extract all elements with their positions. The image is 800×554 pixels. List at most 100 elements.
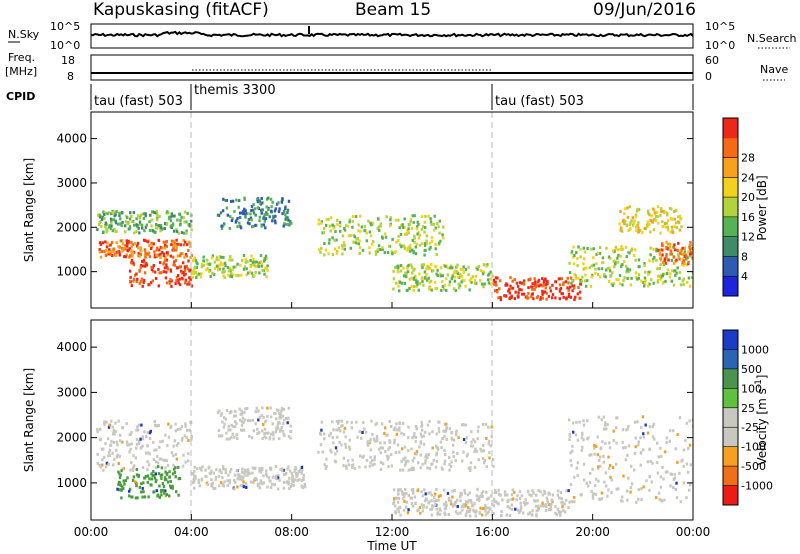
- beam-title: Beam 15: [355, 0, 432, 20]
- power-echo-cell: [240, 273, 243, 277]
- power-echo-cell: [682, 283, 685, 287]
- power-echo-cell: [244, 209, 247, 213]
- power-echo-cell: [520, 281, 524, 285]
- power-echo-cell: [629, 283, 632, 287]
- velocity-echo-cell: [242, 485, 245, 489]
- power-echo-cell: [166, 267, 169, 271]
- velocity-echo-cell: [578, 420, 581, 424]
- power-echo-cell: [503, 294, 506, 298]
- power-echo-cell: [532, 297, 535, 301]
- power-echo-cell: [630, 219, 633, 223]
- velocity-echo-cell: [196, 467, 199, 471]
- velocity-echo-cell: [447, 513, 450, 516]
- velocity-echo-cell: [384, 450, 387, 453]
- velocity-echo-cell: [415, 450, 419, 454]
- power-echo-cell: [120, 224, 123, 228]
- velocity-echo-cell: [403, 494, 406, 498]
- power-echo-cell: [629, 227, 632, 231]
- velocity-echo-cell: [554, 505, 557, 509]
- power-echo-cell: [272, 216, 275, 220]
- velocity-echo-cell: [244, 470, 247, 474]
- velocity-echo-cell: [435, 459, 439, 463]
- power-echo-cell: [229, 274, 232, 278]
- velocity-echo-cell: [123, 482, 126, 486]
- velocity-echo-cell: [439, 440, 443, 444]
- velocity-echo-cell: [238, 407, 241, 411]
- velocity-echo-cell: [396, 507, 399, 511]
- power-echo-cell: [527, 286, 530, 290]
- power-echo-cell: [275, 202, 279, 206]
- power-echo-cell: [353, 235, 356, 239]
- velocity-echo-cell: [289, 436, 292, 440]
- velocity-echo-cell: [478, 510, 481, 514]
- velocity-echo-cell: [682, 481, 685, 485]
- power-echo-cell: [541, 296, 544, 300]
- power-echo-cell: [659, 248, 662, 252]
- power-echo-cell: [656, 274, 660, 278]
- velocity-echo-cell: [679, 500, 682, 504]
- power-echo-cell: [438, 241, 441, 245]
- velocity-echo-cell: [283, 418, 286, 422]
- power-echo-cell: [430, 262, 433, 266]
- velocity-echo-cell: [134, 456, 137, 460]
- power-echo-cell: [663, 211, 666, 215]
- power-echo-cell: [265, 211, 268, 215]
- power-echo-cell: [545, 291, 548, 295]
- velocity-echo-cell: [598, 459, 601, 462]
- power-echo-cell: [130, 240, 133, 244]
- velocity-echo-cell: [487, 510, 491, 514]
- power-echo-cell: [423, 253, 426, 257]
- velocity-echo-cell: [570, 463, 573, 467]
- power-echo-cell: [379, 224, 382, 228]
- velocity-echo-cell: [398, 426, 401, 430]
- power-echo-cell: [664, 280, 667, 283]
- velocity-echo-cell: [423, 499, 427, 503]
- power-echo-cell: [675, 271, 678, 275]
- velocity-echo-cell: [331, 420, 334, 424]
- power-echo-cell: [252, 211, 256, 215]
- velocity-echo-cell: [461, 508, 464, 512]
- velocity-echo-cell: [193, 486, 196, 490]
- power-echo-cell: [170, 239, 174, 243]
- velocity-echo-cell: [480, 513, 484, 517]
- velocity-echo-cell: [513, 490, 516, 494]
- power-echo-cell: [339, 229, 342, 233]
- power-echo-cell: [594, 267, 597, 271]
- velocity-echo-cell: [174, 475, 177, 479]
- power-echo-cell: [467, 265, 470, 269]
- power-echo-cell: [659, 274, 663, 278]
- power-echo-cell: [179, 219, 182, 222]
- velocity-echo-cell: [175, 443, 179, 447]
- power-echo-cell: [614, 245, 618, 249]
- velocity-echo-cell: [292, 480, 295, 483]
- power-echo-cell: [182, 216, 185, 220]
- power-echo-cell: [213, 260, 216, 264]
- velocity-echo-cell: [602, 415, 606, 419]
- power-echo-cell: [135, 223, 138, 227]
- power-echo-cell: [459, 268, 463, 271]
- power-echo-cell: [688, 247, 692, 251]
- power-echo-cell: [417, 236, 421, 240]
- power-echo-cell: [200, 262, 204, 266]
- velocity-echo-cell: [187, 439, 190, 442]
- power-echo-cell: [168, 217, 171, 221]
- power-echo-cell: [522, 292, 526, 296]
- velocity-echo-cell: [637, 440, 640, 444]
- velocity-echo-cell: [522, 501, 526, 505]
- velocity-echo-cell: [371, 459, 374, 463]
- velocity-echo-cell: [172, 467, 176, 471]
- power-echo-cell: [246, 221, 250, 225]
- velocity-echo-cell: [390, 425, 393, 428]
- velocity-echo-cell: [539, 504, 543, 508]
- velocity-echo-cell: [192, 477, 195, 481]
- velocity-echo-cell: [194, 476, 197, 480]
- velocity-echo-cell: [397, 492, 400, 496]
- power-echo-cell: [634, 248, 637, 252]
- power-echo-cell: [135, 217, 138, 221]
- velocity-echo-cell: [563, 502, 566, 506]
- power-echo-cell: [445, 277, 448, 281]
- power-echo-cell: [491, 281, 494, 285]
- power-echo-cell: [178, 283, 182, 287]
- velocity-echo-cell: [277, 421, 280, 424]
